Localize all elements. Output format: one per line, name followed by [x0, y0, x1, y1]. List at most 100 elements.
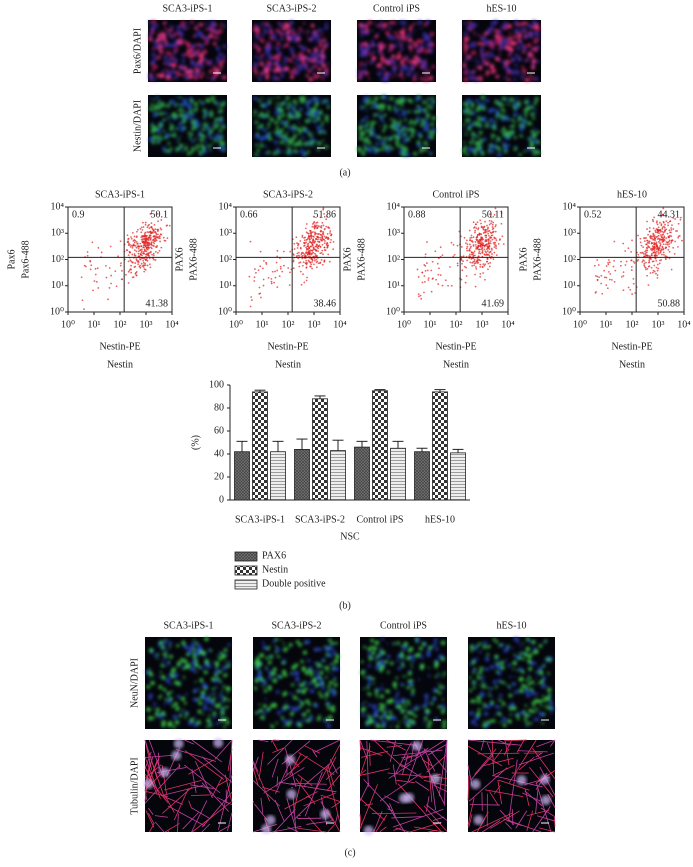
cell [204, 140, 207, 143]
cell [466, 109, 471, 114]
event [479, 259, 482, 262]
event [492, 227, 495, 230]
neurite [379, 826, 387, 833]
event [620, 276, 623, 278]
cell [298, 142, 303, 147]
cell [514, 53, 519, 58]
cell [511, 57, 516, 62]
cell [306, 150, 310, 154]
cell [411, 719, 416, 725]
cell [218, 670, 223, 674]
cell [201, 55, 204, 58]
cell [169, 122, 172, 125]
cell [382, 129, 386, 133]
event [421, 281, 424, 284]
cell [537, 60, 540, 63]
event [292, 260, 295, 263]
cell [509, 39, 513, 43]
cell [379, 694, 384, 699]
event [141, 250, 143, 252]
cell [361, 702, 364, 706]
cell [256, 126, 260, 130]
cell [433, 696, 436, 699]
event [139, 248, 142, 251]
cell [442, 724, 447, 729]
neurite [536, 815, 556, 822]
cell [288, 642, 293, 647]
cell [218, 52, 223, 57]
cell [524, 112, 528, 116]
cell [265, 49, 270, 54]
cell [392, 684, 396, 688]
event [319, 216, 322, 219]
event [142, 264, 145, 267]
event [250, 299, 253, 302]
cell [156, 134, 160, 139]
cell [201, 712, 204, 715]
cell [416, 104, 420, 108]
neurite [271, 758, 279, 778]
cell [335, 654, 340, 659]
event [254, 268, 256, 270]
event [600, 282, 603, 285]
plot-title: Control iPS [433, 189, 480, 200]
cell [420, 97, 423, 100]
cell [222, 54, 226, 59]
cell [535, 692, 539, 696]
x-axis-label: Nestin [107, 359, 133, 370]
cell [328, 715, 333, 720]
cell [494, 120, 498, 123]
cell [293, 133, 296, 136]
event [143, 246, 145, 249]
cell [165, 678, 171, 683]
event [456, 262, 459, 265]
cell [155, 23, 159, 28]
event [309, 261, 312, 264]
event [667, 221, 669, 224]
cell [490, 53, 495, 58]
cell [370, 44, 374, 48]
event [312, 238, 315, 241]
neurite [218, 824, 231, 833]
cell [384, 141, 387, 144]
event [146, 241, 149, 244]
event [482, 263, 485, 266]
cell [510, 37, 513, 40]
cell [409, 654, 415, 660]
cell [360, 27, 364, 32]
row-label: Nestin/DAPI [132, 100, 143, 152]
neurite [438, 739, 448, 797]
neurite [148, 807, 154, 816]
event [484, 250, 487, 253]
cell [502, 60, 506, 64]
cell [271, 671, 276, 676]
cell [296, 57, 301, 62]
cell [262, 128, 267, 132]
neurite [252, 760, 259, 772]
cell [219, 679, 222, 683]
cell [323, 144, 328, 148]
cell [493, 713, 496, 716]
cell [374, 657, 378, 661]
event [474, 285, 477, 288]
cell [214, 673, 218, 677]
event [131, 231, 134, 234]
cell [407, 33, 412, 37]
micrograph [148, 95, 227, 157]
event [153, 258, 155, 261]
event [658, 221, 661, 224]
neurite [190, 794, 210, 796]
event [487, 230, 490, 233]
cell [528, 708, 533, 713]
cell [220, 710, 225, 715]
event [472, 244, 475, 246]
cell [214, 139, 218, 143]
neurite [503, 739, 527, 742]
cell [502, 141, 506, 146]
cell [387, 34, 392, 40]
cell [531, 20, 537, 25]
neurite [444, 739, 448, 806]
cell [200, 666, 204, 670]
event [668, 243, 671, 245]
neurite [284, 791, 318, 810]
